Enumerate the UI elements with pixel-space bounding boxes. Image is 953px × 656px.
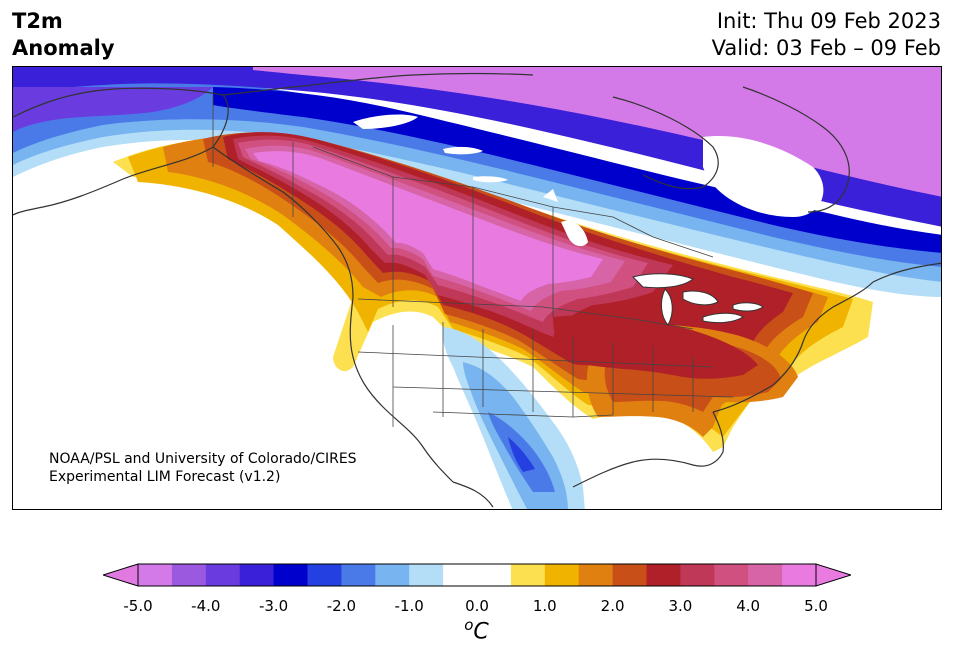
colorbar-cells bbox=[138, 564, 817, 586]
colorbar-cell bbox=[409, 564, 444, 586]
colorbar-cell bbox=[138, 564, 173, 586]
colorbar-tick-label: 4.0 bbox=[736, 597, 761, 615]
anomaly-title: Anomaly bbox=[12, 36, 115, 60]
colorbar-tick-label: 1.0 bbox=[532, 597, 557, 615]
colorbar-cell bbox=[714, 564, 749, 586]
valid-range: Valid: 03 Feb – 09 Feb bbox=[711, 36, 941, 60]
political-borders bbox=[212, 95, 734, 427]
colorbar-cell bbox=[510, 564, 546, 586]
colorbar-tick-label: -3.0 bbox=[258, 597, 289, 615]
colorbar-min-outline bbox=[103, 563, 139, 587]
colorbar bbox=[103, 563, 851, 587]
colorbar-cell bbox=[375, 564, 410, 586]
unit-degree: o bbox=[464, 616, 474, 634]
cold-anomaly-alaska-3 bbox=[13, 77, 941, 267]
northern-water-bodies bbox=[353, 114, 588, 247]
colorbar-tick-label: 5.0 bbox=[804, 597, 828, 615]
colorbar-tick-label: -2.0 bbox=[326, 597, 357, 615]
colorbar-cell bbox=[239, 564, 275, 586]
cold-anomaly-arctic bbox=[253, 67, 941, 197]
colorbar-cell bbox=[307, 564, 342, 586]
map-canvas bbox=[13, 67, 941, 509]
colorbar-cell bbox=[477, 564, 512, 586]
colorbar-cell bbox=[782, 564, 817, 586]
great-lakes bbox=[632, 273, 764, 326]
colorbar-max-outline bbox=[815, 563, 851, 587]
warm-anomaly-midwest-red bbox=[553, 315, 758, 379]
colorbar-cell bbox=[205, 564, 241, 586]
cold-anomaly-southwest-deep bbox=[508, 437, 535, 472]
credit-text: NOAA/PSL and University of Colorado/CIRE… bbox=[49, 450, 357, 486]
colorbar-cell bbox=[680, 564, 715, 586]
credit-line-2: Experimental LIM Forecast (v1.2) bbox=[49, 469, 281, 485]
colorbar-cell bbox=[273, 564, 308, 586]
unit-celsius: C bbox=[473, 619, 489, 645]
unit-label: oC bbox=[0, 616, 953, 644]
init-date: Init: Thu 09 Feb 2023 bbox=[716, 9, 941, 33]
date-block: Init: Thu 09 Feb 2023 Valid: 03 Feb – 09… bbox=[712, 8, 941, 62]
warm-anomaly-magenta bbox=[253, 151, 603, 301]
title-block: T2m Anomaly bbox=[12, 8, 115, 62]
arctic-white-region bbox=[703, 136, 824, 217]
colorbar-cell bbox=[578, 564, 614, 586]
colorbar-tick-label: -1.0 bbox=[394, 597, 424, 615]
colorbar-cell bbox=[171, 564, 207, 586]
neutral-anomaly-southwest bbox=[386, 317, 451, 417]
colorbar-tick-label: -4.0 bbox=[191, 597, 221, 615]
credit-line-1: NOAA/PSL and University of Colorado/CIRE… bbox=[49, 451, 357, 467]
colorbar-tick-label: -5.0 bbox=[123, 597, 153, 615]
colorbar-cell bbox=[646, 564, 681, 586]
colorbar-cell bbox=[341, 564, 376, 586]
colorbar-cell bbox=[443, 564, 478, 586]
colorbar-cell bbox=[748, 564, 783, 586]
variable-title: T2m bbox=[12, 9, 63, 33]
colorbar-max-arrow bbox=[816, 564, 851, 586]
cold-anomaly-alaska-2 bbox=[13, 80, 941, 282]
colorbar-cell bbox=[612, 564, 647, 586]
colorbar-tick-label: 2.0 bbox=[600, 597, 625, 615]
anomaly-map bbox=[12, 66, 942, 510]
cold-anomaly-alaska-west bbox=[13, 87, 213, 132]
colorbar-cell bbox=[544, 564, 580, 586]
colorbar-tick-label: 3.0 bbox=[668, 597, 693, 615]
colorbar-tick-label: 0.0 bbox=[465, 597, 489, 615]
colorbar-min-arrow bbox=[103, 564, 138, 586]
